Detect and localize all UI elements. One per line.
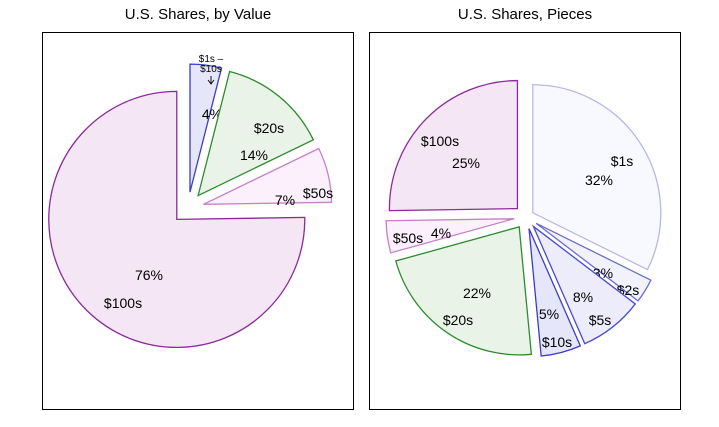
pieces-value-100s: 25% xyxy=(452,155,480,171)
value-label-50s: $50s xyxy=(303,185,333,201)
pieces-label-50s: $50s xyxy=(393,230,423,246)
chart-title-value: U.S. Shares, by Value xyxy=(124,6,272,23)
pieces-label-5s: $5s xyxy=(589,312,612,328)
pieces-slice-2s xyxy=(535,222,652,302)
pieces-label-100s: $100s xyxy=(421,133,459,149)
pieces-value-50s: 4% xyxy=(431,225,451,241)
pie-panel-value: $1s – $10s 4% $20s 14% $50s 7% $100s 76% xyxy=(42,32,354,410)
pieces-label-1s: $1s xyxy=(611,153,634,169)
pieces-slice-10s xyxy=(528,228,582,357)
value-value-100s: 76% xyxy=(135,267,163,283)
value-value-20s: 14% xyxy=(240,147,268,163)
value-label-20s: $20s xyxy=(254,120,284,136)
value-pointer-1s-10s xyxy=(207,76,215,85)
value-label-100s: $100s xyxy=(104,295,142,311)
value-value-50s: 7% xyxy=(275,192,295,208)
pieces-slice-1s xyxy=(532,84,662,271)
pieces-slice-20s xyxy=(395,226,533,356)
value-slice-20s xyxy=(197,70,315,197)
pieces-value-5s: 8% xyxy=(573,289,593,305)
pieces-slice-50s xyxy=(385,218,515,254)
chart-title-pieces: U.S. Shares, Pieces xyxy=(457,6,593,23)
pieces-label-10s: $10s xyxy=(542,334,572,350)
pieces-value-10s: 5% xyxy=(539,306,559,322)
pieces-value-20s: 22% xyxy=(463,285,491,301)
value-slice-1s-10s xyxy=(189,63,223,193)
pieces-slice-5s xyxy=(531,224,637,345)
value-label-1s-10s: $1s – $10s xyxy=(199,54,224,75)
pieces-slice-100s xyxy=(388,79,519,212)
value-slice-50s xyxy=(203,147,333,205)
pie-chart-value: $1s – $10s 4% $20s 14% $50s 7% $100s 76% xyxy=(48,54,333,349)
pie-panel-pieces: $1s 32% $2s 3% $5s 8% $10s 5% $20s 22% $50s 4% $100s… xyxy=(369,32,681,410)
pieces-value-1s: 32% xyxy=(585,172,613,188)
value-slice-100s xyxy=(48,90,306,349)
value-value-1s-10s: 4% xyxy=(202,106,222,122)
pieces-label-20s: $20s xyxy=(443,312,473,328)
